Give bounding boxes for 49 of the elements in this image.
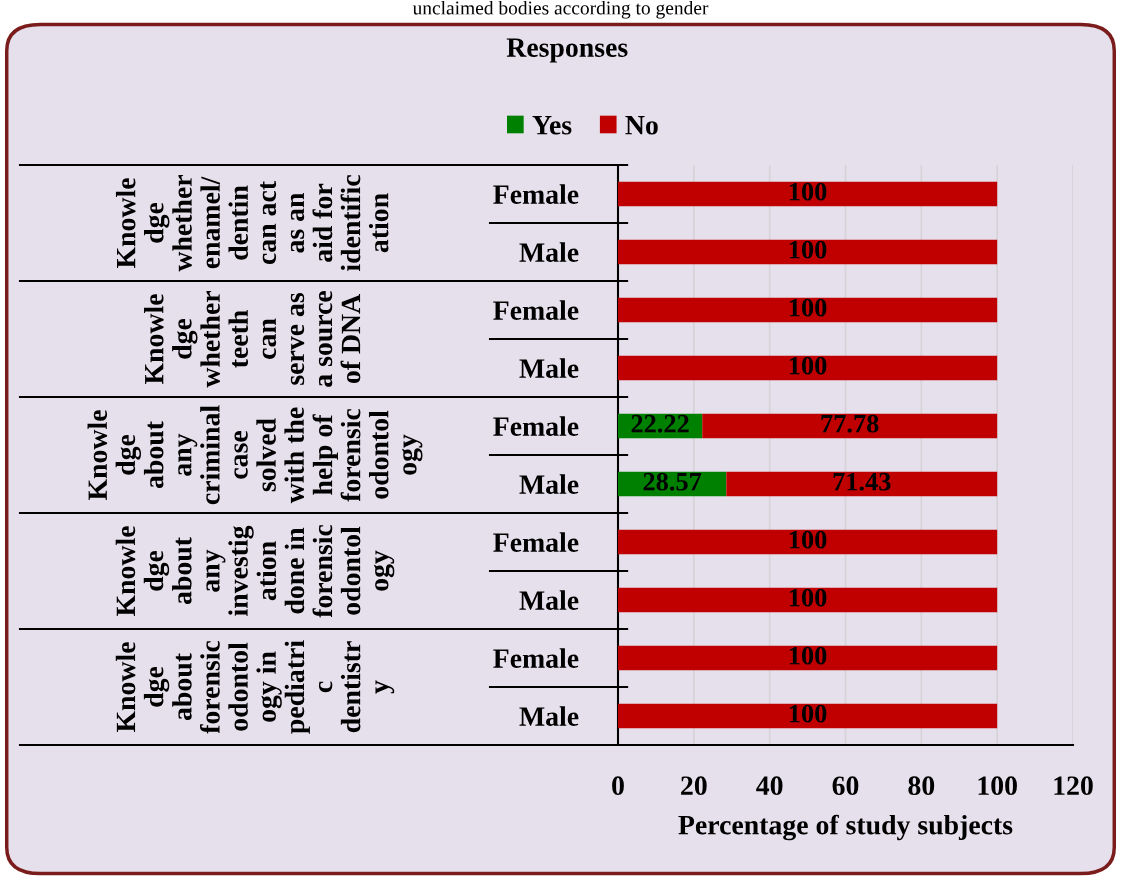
data-label: 100 (789, 530, 827, 549)
y-tick-label: Female (493, 532, 579, 552)
text: Knowle dge about any investig ation done in forensic odontol ogy (115, 524, 395, 618)
data-label: 77.78 (821, 414, 879, 433)
y-tick-label: Male (519, 358, 579, 378)
y-tick-label: Female (493, 300, 579, 320)
bar (618, 239, 998, 265)
x-tick-label: 100 (978, 776, 1017, 796)
x-tick-label: 120 (1054, 776, 1093, 796)
bar (618, 181, 998, 207)
chart-title: Responses (506, 38, 628, 63)
data-label: 22.22 (631, 414, 689, 433)
y-tick-label: Female (493, 416, 579, 436)
x-tick-label: 80 (908, 776, 935, 796)
data-label: 100 (789, 298, 827, 317)
bar (618, 355, 998, 381)
bar (618, 297, 998, 323)
bar (618, 703, 998, 729)
data-label: 71.43 (833, 472, 891, 491)
text: Knowle dge whether teeth can serve as a source of DNA (144, 290, 361, 388)
legend-label: Yes (532, 116, 572, 135)
x-axis-title: Percentage of study subjects (678, 814, 1013, 841)
bar (726, 471, 998, 497)
text: unclaimed bodies according to gender (412, 0, 709, 19)
text: Knowle dge about any criminal case solved with the help of forensic odontol ogy (87, 405, 423, 505)
y-tick-label: Male (519, 474, 579, 494)
data-label: 100 (789, 240, 827, 259)
y-tick-label: Male (519, 242, 579, 262)
y-tick-label: Male (519, 706, 579, 726)
x-tick-label: 20 (681, 776, 707, 796)
text: Knowle dge whether enamel/ dentin can act as an aid for identific ation (115, 175, 389, 272)
x-tick-label: 40 (756, 776, 783, 796)
data-label: 100 (789, 182, 827, 201)
data-label: 28.57 (643, 472, 702, 491)
data-label: 100 (789, 588, 827, 607)
data-label: 100 (789, 704, 827, 723)
y-tick-label: Female (493, 648, 579, 668)
data-label: 100 (789, 646, 827, 665)
text: Knowle dge about forensic odontol ogy in pediatri c dentistr y (115, 640, 395, 734)
bar (618, 645, 998, 671)
legend-label: No (625, 116, 658, 135)
bar (618, 587, 998, 613)
data-label: 100 (789, 356, 827, 375)
y-tick-label: Female (493, 184, 579, 204)
x-tick-label: 0 (612, 776, 624, 796)
y-tick-label: Male (519, 590, 579, 610)
bar (618, 529, 998, 555)
x-tick-label: 60 (832, 776, 859, 796)
bar (702, 413, 998, 439)
